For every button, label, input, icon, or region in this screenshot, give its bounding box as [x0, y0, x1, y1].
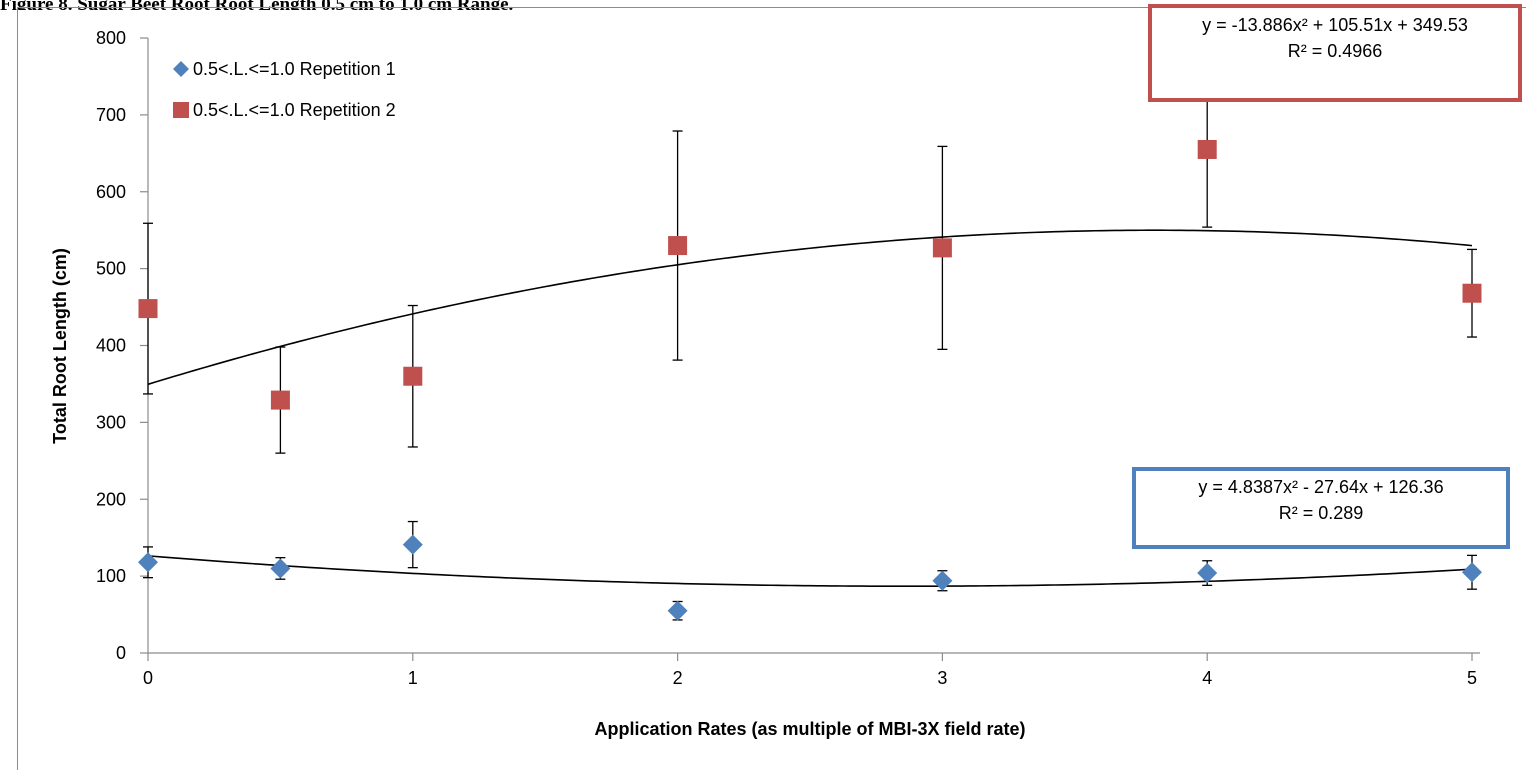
data-point-rep2 — [668, 236, 688, 256]
y-tick-label: 300 — [96, 412, 126, 432]
data-point-rep2 — [1197, 139, 1217, 159]
trendline-equation-rep1: y = 4.8387x² - 27.64x + 126.36 — [1198, 477, 1444, 497]
figure-caption: Figure 8. Sugar Beet Root Root Length 0.… — [0, 0, 513, 10]
r-squared-rep2: R² = 0.4966 — [1287, 41, 1383, 61]
y-tick-label: 500 — [96, 259, 126, 279]
data-markers — [138, 139, 1482, 621]
legend: 0.5<.L.<=1.0 Repetition 1 0.5<.L.<=1.0 Re… — [173, 59, 396, 120]
y-tick-label: 0 — [116, 643, 126, 663]
data-point-rep1 — [1462, 562, 1482, 583]
data-point-rep2 — [270, 390, 290, 410]
axes: 0 100 200 300 400 500 600 700 800 0 1 2 3 4 5 — [96, 28, 1480, 688]
x-tick-label: 0 — [143, 668, 153, 688]
data-point-rep2 — [932, 238, 952, 258]
legend-marker-rep2 — [173, 102, 189, 118]
y-tick-label: 600 — [96, 182, 126, 202]
data-point-rep1 — [138, 552, 158, 573]
trendline-rep1 — [147, 555, 1473, 587]
legend-marker-rep1 — [173, 61, 189, 77]
x-tick-label: 1 — [408, 668, 418, 688]
legend-label-rep2: 0.5<.L.<=1.0 Repetition 2 — [193, 100, 396, 120]
x-tick-label: 2 — [673, 668, 683, 688]
r-squared-rep1: R² = 0.289 — [1278, 503, 1364, 523]
trendline-rep2 — [147, 229, 1473, 386]
data-point-rep1 — [667, 600, 688, 621]
data-point-rep1 — [1197, 563, 1218, 584]
y-tick-label: 800 — [96, 28, 126, 48]
data-point-rep2 — [1462, 283, 1482, 303]
y-tick-label: 700 — [96, 105, 126, 125]
x-tick-label: 5 — [1467, 668, 1477, 688]
y-tick-label: 200 — [96, 489, 126, 509]
trendline-equation-box-rep1: y = 4.8387x² - 27.64x + 126.36 R² = 0.28… — [1132, 467, 1510, 549]
x-tick-label: 4 — [1202, 668, 1212, 688]
data-point-rep1 — [932, 570, 953, 591]
chart-area — [17, 7, 1526, 770]
y-tick-label: 100 — [96, 566, 126, 586]
data-point-rep2 — [138, 299, 158, 319]
y-tick-label: 400 — [96, 336, 126, 356]
x-axis-title: Application Rates (as multiple of MBI-3X… — [594, 719, 1025, 739]
data-point-rep1 — [402, 534, 423, 555]
legend-label-rep1: 0.5<.L.<=1.0 Repetition 1 — [193, 59, 396, 79]
y-axis-title: Total Root Length (cm) — [50, 248, 70, 444]
data-point-rep2 — [403, 366, 423, 386]
data-point-rep1 — [270, 558, 291, 579]
trendline-equation-rep2: y = -13.886x² + 105.51x + 349.53 — [1202, 15, 1468, 35]
trendlines — [147, 229, 1473, 587]
x-tick-label: 3 — [937, 668, 947, 688]
trendline-equation-box-rep2: y = -13.886x² + 105.51x + 349.53 R² = 0.… — [1148, 4, 1522, 102]
